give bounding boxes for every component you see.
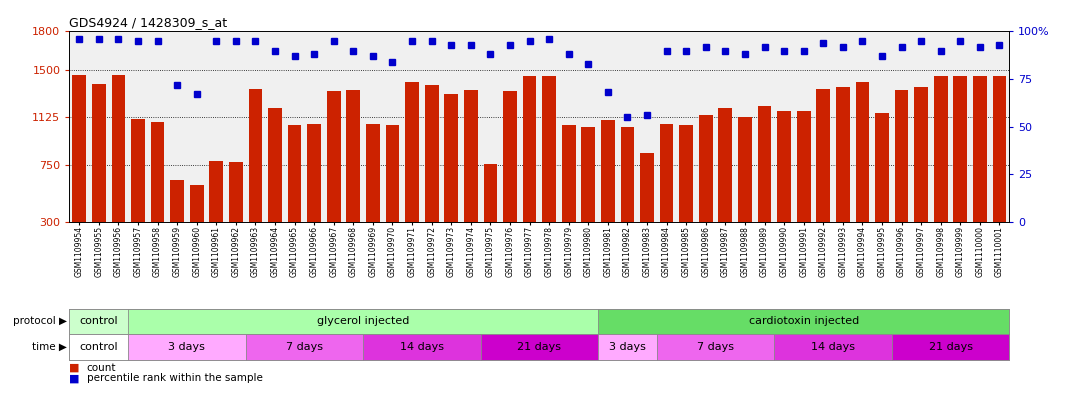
Bar <box>657 334 774 360</box>
Bar <box>246 334 363 360</box>
Bar <box>914 87 928 260</box>
Bar <box>892 334 1009 360</box>
Bar <box>598 334 657 360</box>
Bar <box>363 334 481 360</box>
Bar <box>601 120 615 260</box>
Bar <box>836 87 850 260</box>
Bar <box>543 76 556 260</box>
Text: 7 days: 7 days <box>286 342 323 352</box>
Bar <box>855 82 869 260</box>
Bar <box>128 309 598 334</box>
Bar <box>581 127 595 260</box>
Bar <box>425 85 439 260</box>
Bar <box>308 124 321 260</box>
Bar <box>992 76 1006 260</box>
Bar <box>598 309 1009 334</box>
Bar <box>366 124 380 260</box>
Bar <box>229 162 242 260</box>
Bar <box>386 125 399 260</box>
Bar <box>797 112 811 260</box>
Bar <box>69 334 128 360</box>
Bar <box>933 76 947 260</box>
Bar <box>346 90 360 260</box>
Bar <box>111 75 125 260</box>
Text: ■: ■ <box>69 373 80 383</box>
Bar <box>249 89 263 260</box>
Bar <box>640 153 654 260</box>
Bar <box>562 125 576 260</box>
Bar <box>719 108 733 260</box>
Text: 14 days: 14 days <box>399 342 444 352</box>
Text: cardiotoxin injected: cardiotoxin injected <box>749 316 859 326</box>
Bar <box>327 91 341 260</box>
Bar <box>621 127 634 260</box>
Bar <box>954 76 968 260</box>
Text: 3 days: 3 days <box>609 342 646 352</box>
Bar <box>444 94 458 260</box>
Bar <box>405 82 419 260</box>
Text: ■: ■ <box>69 363 80 373</box>
Text: 21 days: 21 days <box>928 342 973 352</box>
Text: glycerol injected: glycerol injected <box>317 316 409 326</box>
Bar <box>698 115 712 260</box>
Bar <box>757 107 771 260</box>
Text: percentile rank within the sample: percentile rank within the sample <box>87 373 263 383</box>
Text: 3 days: 3 days <box>169 342 205 352</box>
Bar <box>778 112 791 260</box>
Text: protocol ▶: protocol ▶ <box>13 316 67 326</box>
Text: time ▶: time ▶ <box>32 342 67 352</box>
Text: control: control <box>79 342 119 352</box>
Bar <box>738 117 752 260</box>
Bar <box>484 163 498 260</box>
Bar <box>287 125 301 260</box>
Bar <box>151 122 164 260</box>
Bar <box>190 185 204 260</box>
Bar <box>73 75 87 260</box>
Bar <box>131 119 145 260</box>
Bar <box>69 309 128 334</box>
Bar <box>774 334 892 360</box>
Bar <box>268 108 282 260</box>
Bar <box>92 84 106 260</box>
Text: 14 days: 14 days <box>811 342 855 352</box>
Text: 21 days: 21 days <box>517 342 562 352</box>
Bar <box>875 113 889 260</box>
Bar <box>209 161 223 260</box>
Bar <box>128 334 246 360</box>
Bar <box>816 89 830 260</box>
Text: count: count <box>87 363 116 373</box>
Bar <box>679 125 693 260</box>
Bar <box>522 76 536 260</box>
Bar <box>973 76 987 260</box>
Text: GDS4924 / 1428309_s_at: GDS4924 / 1428309_s_at <box>69 16 227 29</box>
Bar <box>170 180 184 260</box>
Bar <box>503 91 517 260</box>
Text: control: control <box>79 316 119 326</box>
Bar <box>660 124 674 260</box>
Text: 7 days: 7 days <box>697 342 734 352</box>
Bar <box>464 90 477 260</box>
Bar <box>481 334 598 360</box>
Bar <box>895 90 909 260</box>
